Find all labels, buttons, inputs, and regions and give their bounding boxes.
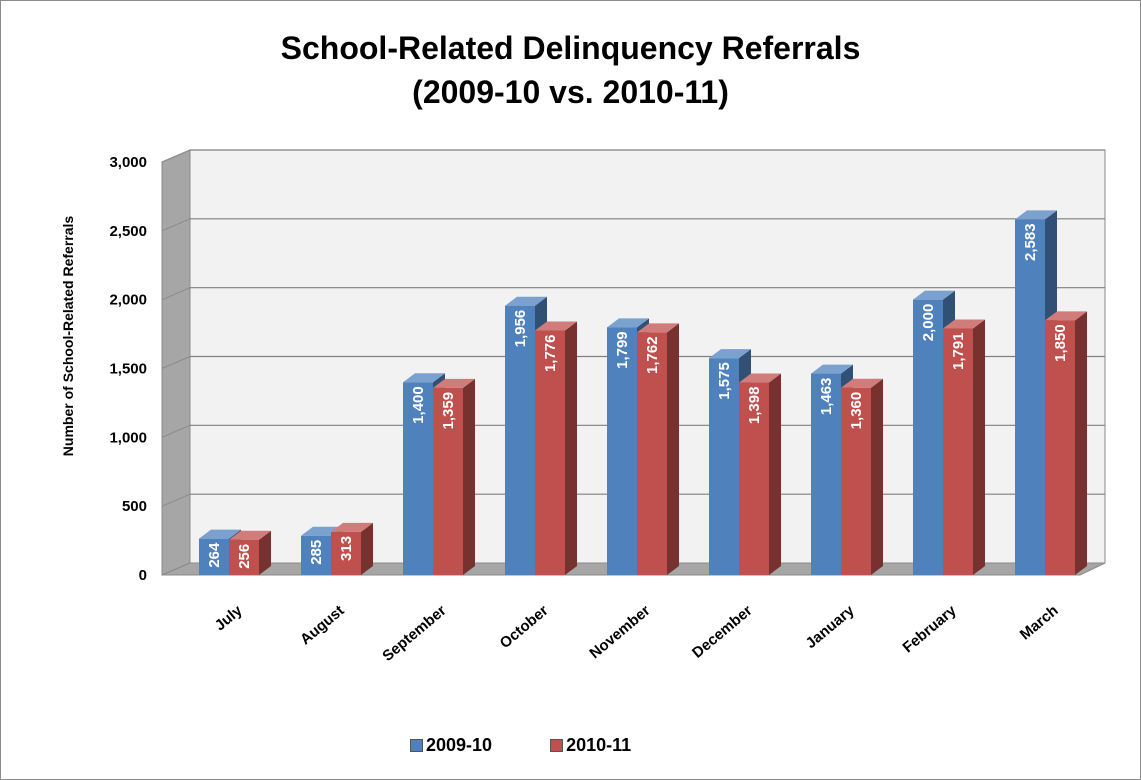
bar-top	[199, 529, 241, 539]
bar	[1015, 219, 1045, 576]
y-tick-label: 3,000	[109, 154, 147, 171]
data-label: 313	[338, 536, 355, 561]
x-tick-label: March	[1017, 602, 1062, 643]
bar-top	[739, 373, 781, 383]
data-label: 1,400	[410, 386, 427, 424]
legend-swatch-series-2	[550, 738, 564, 752]
y-tick-label: 1,000	[109, 429, 147, 446]
bar	[841, 387, 871, 575]
bar	[607, 327, 637, 575]
x-tick-label: January	[803, 602, 859, 652]
data-label: 1,359	[440, 392, 457, 430]
chart-title: School-Related Delinquency Referrals (20…	[0, 26, 1141, 114]
data-label: 2,000	[920, 304, 937, 342]
x-tick-label: October	[497, 602, 552, 652]
data-label: 256	[236, 544, 253, 569]
bar-top	[811, 364, 853, 374]
bar-side	[463, 378, 475, 575]
bar-side	[769, 373, 781, 575]
bar-top	[505, 296, 547, 306]
x-tick-label: August	[297, 602, 348, 648]
bar-side	[361, 522, 373, 575]
y-tick-label: 2,500	[109, 223, 147, 240]
data-label: 1,463	[818, 378, 835, 416]
legend-item-series-1: 2009-10	[410, 735, 492, 756]
gridline-side	[161, 493, 191, 507]
data-label: 1,776	[542, 335, 559, 373]
gridline-side	[161, 424, 191, 438]
bar	[505, 305, 535, 575]
legend-label-series-2: 2010-11	[566, 734, 632, 755]
bar-top	[331, 522, 373, 532]
gridline-side	[161, 356, 191, 369]
x-tick-label: September	[379, 602, 449, 665]
bar-top	[943, 319, 985, 329]
data-label: 264	[206, 542, 223, 568]
bar	[709, 358, 739, 575]
bar-side	[973, 319, 985, 575]
bar-top	[433, 378, 475, 388]
x-tick-label: November	[586, 602, 653, 662]
data-label: 1,850	[1052, 324, 1069, 362]
legend-label-series-1: 2009-10	[426, 734, 493, 755]
y-tick-label: 1,500	[109, 361, 147, 378]
bar	[403, 382, 433, 575]
data-label: 1,398	[746, 387, 763, 425]
data-label: 2,583	[1022, 223, 1039, 261]
data-label: 1,575	[716, 362, 733, 400]
gridline-side	[161, 149, 191, 163]
legend-item-series-2: 2010-11	[550, 735, 631, 756]
bar-side	[259, 530, 271, 575]
bar-top	[841, 378, 883, 388]
bar	[331, 531, 361, 575]
bar-side	[1075, 311, 1087, 575]
x-tick-label: December	[689, 602, 756, 662]
data-label: 1,360	[848, 392, 865, 430]
bar-top	[607, 318, 649, 328]
data-label: 1,956	[512, 310, 529, 348]
x-tick-label: July	[212, 602, 246, 635]
bar-top	[1045, 311, 1087, 321]
bar	[1045, 320, 1075, 575]
bar	[739, 382, 769, 575]
bar	[535, 330, 565, 575]
bar-top	[229, 530, 271, 540]
bar	[433, 387, 463, 575]
bar-side	[871, 378, 883, 575]
data-label: 285	[308, 540, 325, 565]
bar	[637, 332, 667, 575]
gridline-side	[161, 287, 191, 301]
bar-side	[667, 323, 679, 575]
bar-top	[637, 323, 679, 333]
bar-top	[1015, 210, 1057, 220]
y-tick-label: 0	[139, 567, 147, 584]
x-tick-label: February	[899, 602, 960, 657]
y-tick-label: 500	[122, 498, 147, 515]
bar	[229, 539, 259, 575]
bar	[301, 535, 331, 575]
bar-top	[913, 290, 955, 300]
data-label: 1,799	[614, 331, 631, 369]
bar	[811, 373, 841, 575]
bar	[199, 538, 229, 575]
y-tick-label: 2,000	[109, 292, 147, 309]
data-label: 1,762	[644, 336, 661, 374]
gridline-side	[161, 218, 191, 232]
bar	[943, 328, 973, 575]
bar-top	[535, 321, 577, 331]
chart-title-line-1: School-Related Delinquency Referrals	[280, 30, 861, 66]
legend-swatch-series-1	[410, 738, 423, 752]
bar-side	[565, 321, 577, 575]
bar-top	[709, 349, 751, 359]
legend: 2009-10 2010-11	[410, 730, 631, 760]
data-label: 1,791	[950, 332, 967, 370]
bar	[913, 299, 943, 575]
chart-title-line-2: (2009-10 vs. 2010-11)	[412, 74, 729, 110]
bar-top	[403, 373, 445, 383]
